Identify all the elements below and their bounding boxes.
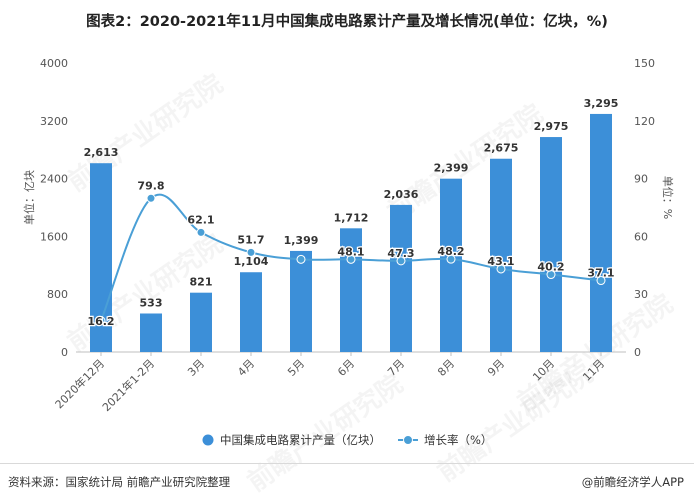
bar <box>590 113 612 352</box>
bar <box>290 250 312 352</box>
x-tick-label: 4月 <box>235 357 257 379</box>
x-tick-label: 5月 <box>285 357 307 379</box>
legend-label-production: 中国集成电路累计产量（亿块） <box>220 433 381 447</box>
y-tick-label-left: 1600 <box>40 230 68 243</box>
bar <box>490 158 512 352</box>
bar <box>240 272 262 352</box>
line-point <box>596 276 606 286</box>
bar-value-label: 1,712 <box>334 211 369 224</box>
bar <box>140 313 162 352</box>
line-point <box>96 316 106 326</box>
bar-value-label: 1,104 <box>234 255 269 268</box>
bar-value-label: 1,399 <box>284 234 319 247</box>
line-value-label: 16.2 <box>87 315 114 328</box>
y-tick-label-right: 150 <box>634 57 655 70</box>
line-point <box>496 264 506 274</box>
line-point <box>546 270 556 280</box>
x-tick-label: 3月 <box>185 357 207 379</box>
line-value-label: 62.1 <box>187 213 214 226</box>
y-tick-label-right: 90 <box>634 173 648 186</box>
brand-note: @前瞻经济学人APP <box>581 475 684 489</box>
y-tick-label-left: 800 <box>47 288 68 301</box>
bar-value-label: 2,613 <box>84 146 119 159</box>
y-tick-label-left: 3200 <box>40 115 68 128</box>
x-tick-label: 6月 <box>335 357 357 379</box>
bar-value-label: 2,975 <box>534 120 569 133</box>
bar <box>540 137 562 352</box>
line-value-label: 48.2 <box>437 245 464 258</box>
y-tick-label-left: 2400 <box>40 173 68 186</box>
line-point <box>296 254 306 264</box>
line-point <box>446 254 456 264</box>
line-value-label: 51.7 <box>237 233 264 246</box>
legend-marker-growth <box>403 435 413 445</box>
legend-label-growth: 增长率（%） <box>424 433 492 447</box>
line-value-label: 79.8 <box>137 179 164 192</box>
x-tick-label: 9月 <box>485 357 507 379</box>
line-point <box>146 193 156 203</box>
bar-value-label: 2,399 <box>434 162 469 175</box>
line-point <box>246 247 256 257</box>
line-value-label: 48.1 <box>337 245 364 258</box>
legend-marker-production <box>202 434 214 446</box>
watermark-text: 前瞻产业研究院 <box>432 358 599 488</box>
x-tick-label: 2021年1-2月 <box>99 356 157 414</box>
y-axis-title-right: 单位：% <box>661 176 675 219</box>
bar-value-label: 533 <box>140 296 163 309</box>
source-note: 资料来源：国家统计局 前瞻产业研究院整理 <box>8 475 231 489</box>
bar-value-label: 3,295 <box>584 97 619 110</box>
line-value-label: 40.2 <box>537 261 564 274</box>
growth-rate-line <box>100 193 602 322</box>
bar-value-label: 2,675 <box>484 142 519 155</box>
bar <box>190 292 212 352</box>
y-tick-label-right: 60 <box>634 230 648 243</box>
line-point <box>196 227 206 237</box>
bar-value-label: 821 <box>190 276 213 289</box>
y-tick-label-left: 4000 <box>40 57 68 70</box>
bar <box>440 178 462 352</box>
chart-title: 图表2：2020-2021年11月中国集成电路累计产量及增长情况(单位：亿块，%… <box>86 14 608 30</box>
y-tick-label-right: 120 <box>634 115 655 128</box>
line-value-label: 37.1 <box>587 267 614 280</box>
line-point <box>346 254 356 264</box>
y-tick-label-left: 0 <box>61 346 68 359</box>
y-tick-label-right: 30 <box>634 288 648 301</box>
bar-value-label: 2,036 <box>384 188 419 201</box>
line-value-label: 47.3 <box>387 247 414 260</box>
line-point <box>396 256 406 266</box>
bar <box>390 204 412 352</box>
x-tick-label: 2020年12月 <box>52 356 107 411</box>
x-tick-label: 8月 <box>435 357 457 379</box>
y-tick-label-right: 0 <box>634 346 641 359</box>
line-value-label: 43.1 <box>487 255 514 268</box>
y-axis-title-left: 单位：亿块 <box>22 170 36 225</box>
footer-divider <box>0 463 694 464</box>
